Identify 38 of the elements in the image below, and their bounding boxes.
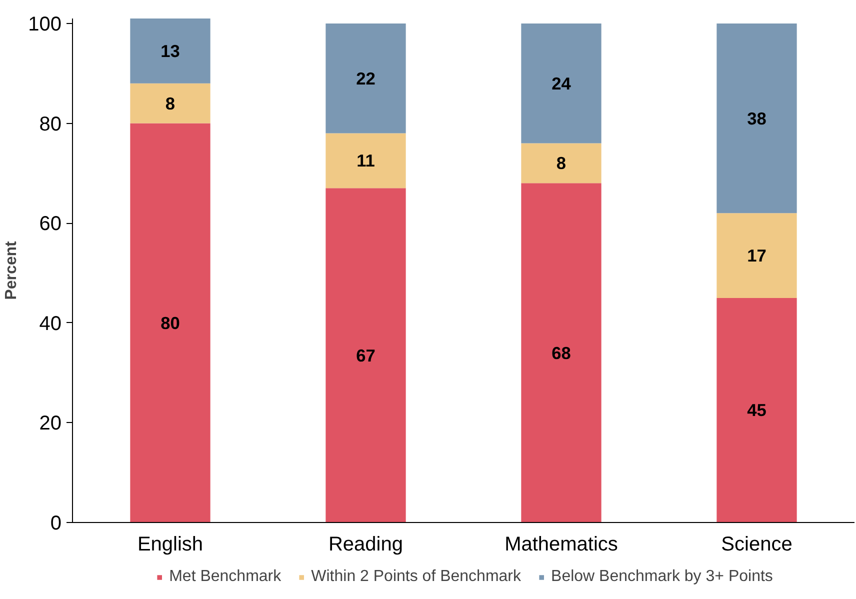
bar (716, 213, 797, 298)
bar (521, 143, 602, 184)
bar (326, 188, 406, 522)
bar (521, 23, 602, 144)
y-tick-label: 60 (39, 213, 62, 236)
bar (130, 83, 210, 124)
legend-label: Within 2 Points of Benchmark (311, 568, 522, 586)
data-label: 8 (165, 93, 176, 114)
y-tick-label: 40 (39, 312, 62, 335)
bar (130, 18, 210, 84)
bar (716, 298, 797, 522)
data-label: 38 (747, 108, 767, 128)
x-tick-label: English (137, 534, 204, 556)
y-tick-label: 100 (28, 13, 62, 36)
bar (716, 23, 797, 214)
bar (326, 133, 406, 188)
x-tick-label: Reading (328, 534, 404, 556)
y-tick-label: 80 (39, 113, 62, 136)
legend-label: Met Benchmark (169, 568, 282, 586)
data-label: 80 (160, 312, 180, 333)
data-label: 24 (552, 73, 572, 94)
data-label: 8 (556, 153, 566, 174)
data-label: 11 (356, 150, 376, 171)
y-axis-title: Percent (3, 240, 20, 300)
data-label: 45 (747, 400, 767, 420)
bar (130, 123, 210, 522)
data-label: 68 (552, 342, 572, 363)
data-label: 13 (160, 40, 180, 61)
data-label: 17 (747, 246, 766, 266)
data-label: 22 (356, 68, 376, 88)
legend-label: Below Benchmark by 3+ Points (551, 568, 773, 586)
data-label: 67 (356, 345, 376, 366)
bar (326, 23, 406, 134)
y-tick-label: 20 (39, 412, 62, 435)
x-tick-label: Mathematics (504, 534, 618, 556)
bar (521, 183, 602, 522)
x-tick-label: Science (721, 534, 792, 556)
y-tick-label: 0 (50, 512, 62, 534)
